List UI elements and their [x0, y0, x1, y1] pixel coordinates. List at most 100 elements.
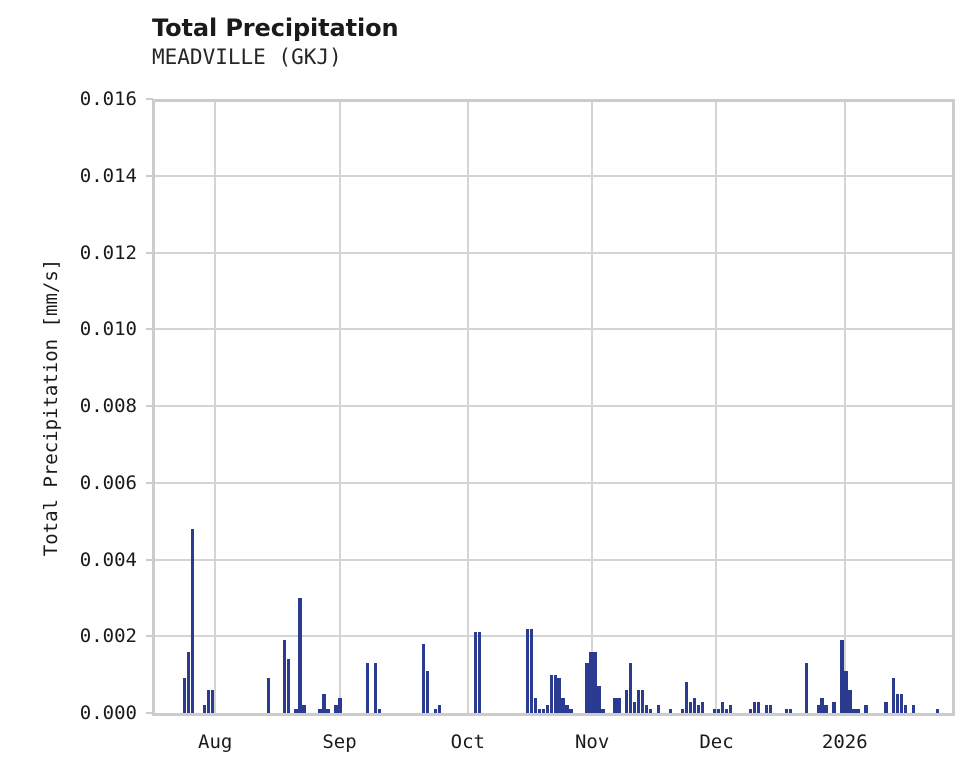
gridline-horizontal — [152, 251, 955, 254]
bar — [613, 697, 617, 713]
bar — [820, 697, 824, 713]
bar — [318, 709, 322, 713]
bar — [904, 705, 908, 713]
gridline-vertical — [591, 99, 594, 716]
bar — [545, 705, 549, 713]
bar — [768, 705, 772, 713]
bar — [832, 701, 836, 713]
bar — [852, 709, 856, 713]
gridline-vertical — [715, 99, 718, 716]
bar — [844, 670, 848, 713]
bar — [374, 663, 378, 713]
bar — [804, 663, 808, 713]
bar — [533, 697, 537, 713]
bar — [437, 705, 442, 713]
bar — [669, 709, 673, 713]
y-tick-mark — [146, 481, 153, 484]
axis-bottom — [152, 713, 955, 716]
bar — [617, 697, 621, 713]
y-tick-label: 0.000 — [79, 702, 137, 724]
axis-right — [952, 99, 955, 716]
bar — [549, 674, 553, 713]
bar — [537, 709, 541, 713]
bar — [561, 697, 565, 713]
x-tick-label: Sep — [322, 731, 357, 753]
bar — [637, 689, 641, 713]
bar — [322, 693, 326, 713]
bar — [884, 701, 888, 713]
bar — [326, 709, 330, 713]
bar — [298, 597, 302, 713]
bar — [473, 632, 478, 713]
bar — [525, 628, 529, 713]
y-tick-mark — [146, 712, 153, 714]
bar — [625, 689, 629, 713]
y-tick-mark — [146, 251, 153, 254]
bar — [629, 663, 633, 713]
y-tick-label: 0.004 — [79, 548, 137, 571]
bar — [282, 640, 286, 713]
bar — [856, 709, 860, 713]
bar — [425, 670, 430, 713]
title-block: Total Precipitation MEADVILLE (GKJ) — [152, 14, 852, 71]
y-tick-label: 0.016 — [79, 88, 137, 110]
page-title: Total Precipitation — [152, 14, 399, 42]
bar — [569, 709, 573, 713]
bar — [334, 705, 338, 713]
bar — [529, 628, 533, 713]
plot-area — [152, 99, 955, 716]
x-tick-label: Oct — [450, 731, 485, 753]
y-tick-label: 0.006 — [79, 471, 137, 494]
bar — [266, 678, 270, 713]
bar — [720, 701, 725, 713]
axis-top — [152, 99, 955, 102]
bar — [936, 709, 940, 713]
bar — [585, 663, 589, 713]
chart-subtitle: MEADVILLE (GKJ) — [152, 45, 342, 69]
bar — [700, 701, 705, 713]
axis-left — [152, 99, 155, 716]
y-tick-label: 0.008 — [79, 395, 137, 417]
bar — [728, 705, 733, 713]
x-tick-label: Dec — [699, 731, 734, 753]
bar — [565, 705, 569, 713]
bar — [641, 689, 645, 713]
gridline-vertical — [214, 99, 217, 716]
bar — [840, 640, 844, 713]
bar — [366, 663, 370, 713]
x-tick-label: Aug — [198, 731, 233, 753]
bar — [302, 705, 306, 713]
bar — [900, 693, 904, 713]
bar — [378, 709, 382, 713]
bar — [824, 705, 828, 713]
bar — [477, 632, 482, 713]
gridline-vertical — [843, 99, 846, 716]
y-tick-label: 0.014 — [79, 164, 137, 187]
bar — [681, 709, 685, 713]
y-tick-label: 0.012 — [79, 241, 137, 264]
bar — [589, 651, 593, 713]
y-tick-mark — [146, 174, 153, 177]
bar — [593, 651, 597, 713]
y-tick-label: 0.002 — [79, 625, 137, 648]
bar — [597, 686, 601, 713]
bar — [553, 674, 557, 713]
bar — [338, 697, 342, 713]
bar — [784, 709, 788, 713]
y-tick-mark — [146, 98, 153, 100]
bar — [657, 705, 661, 713]
y-tick-mark — [146, 635, 153, 638]
bar — [816, 705, 820, 713]
bar — [864, 705, 868, 713]
bar — [557, 678, 561, 713]
x-tick-label: Nov — [574, 731, 610, 753]
y-tick-mark — [146, 328, 153, 331]
bar — [190, 528, 195, 713]
bar — [294, 709, 298, 713]
gridline-vertical — [466, 99, 469, 716]
bar — [433, 709, 438, 713]
gridline-vertical — [338, 99, 341, 716]
bar — [541, 709, 545, 713]
bar — [633, 701, 637, 713]
bar — [421, 643, 426, 713]
